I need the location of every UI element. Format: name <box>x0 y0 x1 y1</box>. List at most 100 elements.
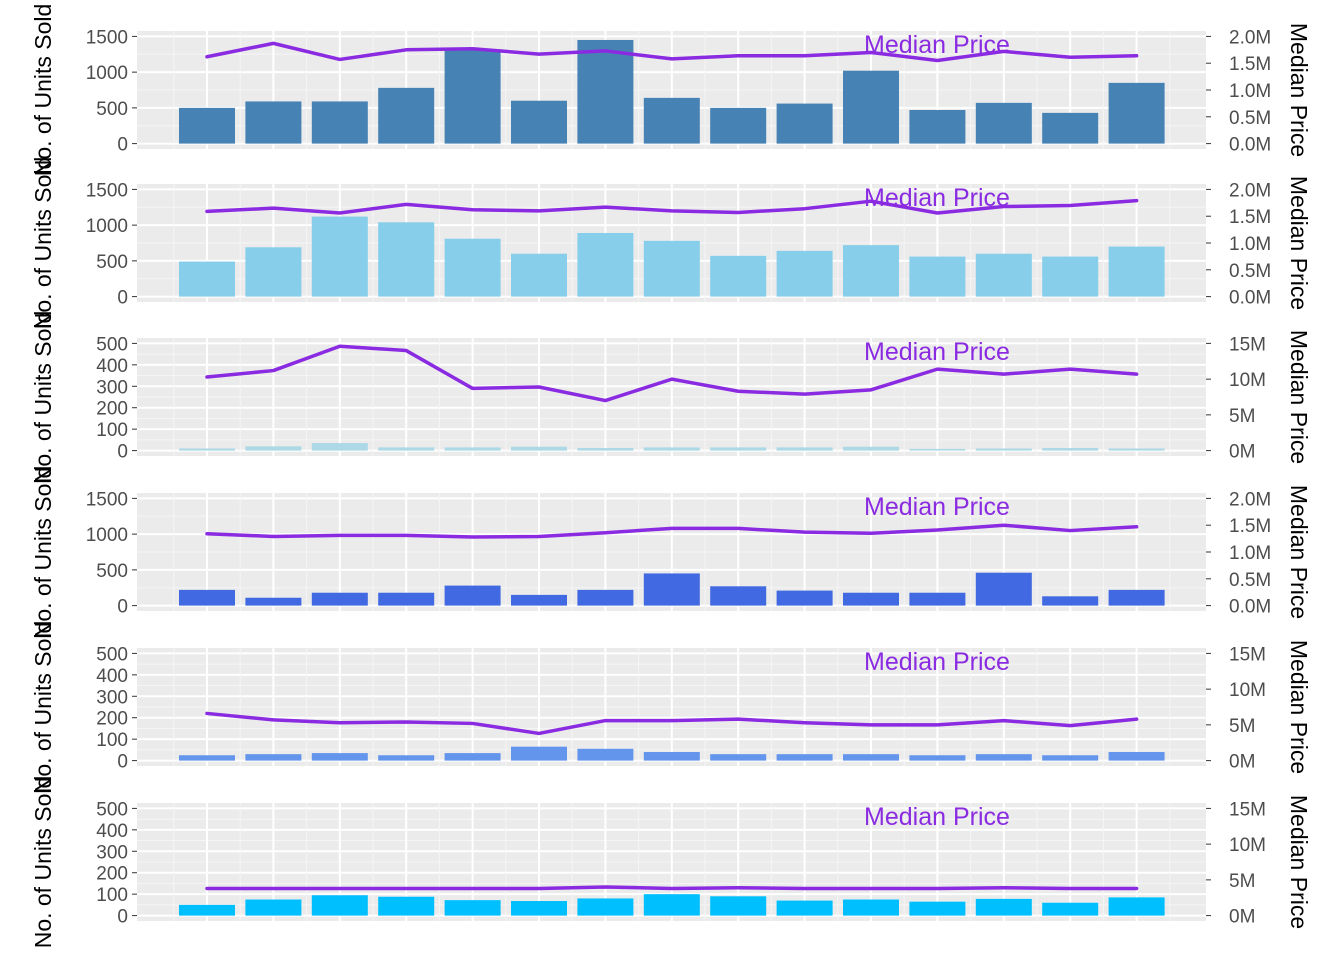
left-axis-title: No. of Units Sold <box>30 157 56 330</box>
median-price-line <box>205 885 1139 891</box>
bar <box>378 755 435 761</box>
bar <box>179 448 235 451</box>
median-price-annotation: Median Price <box>864 338 1010 366</box>
bar <box>975 898 1032 916</box>
bar <box>1108 246 1165 297</box>
bar <box>511 901 567 916</box>
bar <box>577 589 634 606</box>
bar <box>378 222 435 297</box>
bar <box>444 753 501 761</box>
median-price-annotation: Median Price <box>864 803 1010 831</box>
left-tick-label: 0 <box>117 442 128 463</box>
bar <box>710 896 767 916</box>
bar <box>710 754 767 761</box>
left-tick-label: 0 <box>117 907 128 928</box>
bar <box>1108 82 1165 144</box>
bar <box>975 754 1032 761</box>
bar <box>710 255 767 297</box>
bar <box>1108 589 1165 606</box>
left-tick-label: 1500 <box>86 489 128 510</box>
bar <box>444 49 501 144</box>
right-tick-label: 1.5M <box>1229 54 1271 75</box>
right-tick-label: 5M <box>1229 406 1255 427</box>
bar <box>776 754 833 761</box>
median-price-annotation: Median Price <box>864 648 1010 676</box>
bar <box>1108 448 1165 451</box>
left-tick-label: 500 <box>96 334 128 355</box>
bar <box>843 446 899 451</box>
bar <box>1042 902 1099 916</box>
bar <box>776 103 833 144</box>
right-tick-label: 5M <box>1229 871 1255 892</box>
bar <box>577 232 634 297</box>
bar <box>179 261 235 297</box>
bar <box>710 107 767 144</box>
bar <box>909 110 966 144</box>
bar <box>909 448 966 451</box>
bar <box>311 101 368 144</box>
left-tick-label: 200 <box>96 864 128 885</box>
bar <box>643 240 700 297</box>
left-tick-label: 500 <box>96 99 128 120</box>
bar <box>1108 897 1165 916</box>
left-tick-label: 500 <box>96 252 128 273</box>
left-tick-label: 500 <box>96 561 128 582</box>
left-tick-label: 500 <box>96 799 128 820</box>
bar <box>378 447 435 451</box>
bar <box>245 899 302 916</box>
median-price-line <box>205 198 1139 215</box>
right-axis-title: Median Price <box>1286 795 1312 929</box>
right-tick-label: 1.5M <box>1229 207 1271 228</box>
right-tick-label: 0M <box>1229 907 1255 928</box>
left-tick-label: 0 <box>117 135 128 156</box>
bar <box>511 594 567 606</box>
panel-2: Median Price 0 500 1000 1500 0.0M 0.5M 1.0M 1.5M… <box>30 157 1312 330</box>
right-axis-title: Median Price <box>1286 485 1312 619</box>
bar <box>843 70 899 144</box>
right-tick-label: 10M <box>1229 835 1266 856</box>
left-tick-label: 300 <box>96 842 128 863</box>
bar <box>179 904 235 916</box>
bar <box>643 97 700 144</box>
panel-1: Median Price 0 500 1000 1500 0.0M 0.5M 1.0M 1.5M… <box>30 4 1312 177</box>
bar <box>909 901 966 916</box>
right-tick-label: 5M <box>1229 716 1255 737</box>
right-tick-label: 1.0M <box>1229 234 1271 255</box>
median-price-line <box>205 41 1139 63</box>
right-tick-label: 2.0M <box>1229 27 1271 48</box>
bar <box>511 253 567 297</box>
left-tick-label: 100 <box>96 885 128 906</box>
median-price-annotation: Median Price <box>864 184 1010 212</box>
bar <box>1042 596 1099 606</box>
bar <box>975 448 1032 451</box>
right-tick-label: 0.5M <box>1229 570 1271 591</box>
median-price-annotation: Median Price <box>864 31 1010 59</box>
right-tick-label: 1.0M <box>1229 543 1271 564</box>
bar <box>179 589 235 606</box>
left-tick-label: 200 <box>96 399 128 420</box>
bar <box>776 900 833 916</box>
left-axis-title: No. of Units Sold <box>30 4 56 177</box>
bar <box>577 748 634 761</box>
left-tick-label: 500 <box>96 644 128 665</box>
bar <box>643 752 700 761</box>
right-tick-label: 2.0M <box>1229 489 1271 510</box>
bar <box>843 245 899 297</box>
bar <box>1042 755 1099 761</box>
left-axis-title: No. of Units Sold <box>30 776 56 949</box>
bar <box>444 900 501 916</box>
bar <box>843 592 899 606</box>
left-tick-label: 300 <box>96 377 128 398</box>
bar <box>577 39 634 144</box>
bar <box>1042 112 1099 144</box>
left-tick-label: 1500 <box>86 180 128 201</box>
bar <box>909 755 966 761</box>
left-tick-label: 300 <box>96 687 128 708</box>
bar <box>1108 752 1165 761</box>
right-axis-title: Median Price <box>1286 330 1312 464</box>
median-price-line <box>205 711 1139 736</box>
bar <box>311 443 368 451</box>
